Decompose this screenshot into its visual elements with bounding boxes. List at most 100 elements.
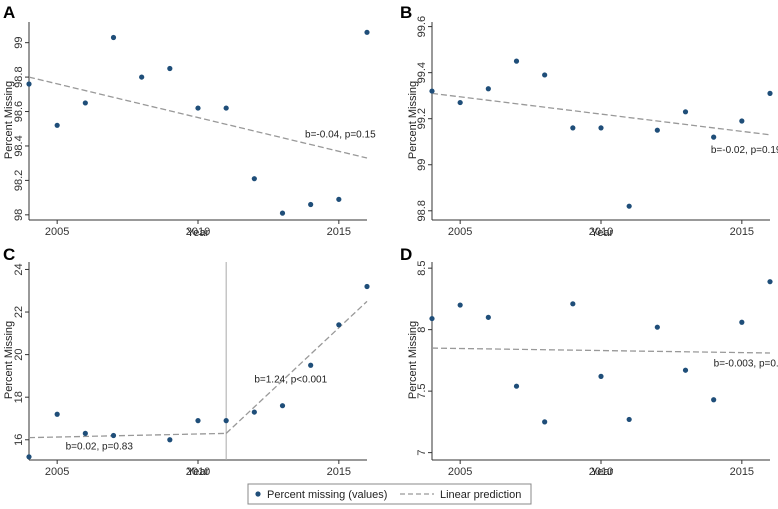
data-point-b (711, 134, 717, 140)
legend-box (247, 483, 532, 505)
data-point-b (457, 99, 463, 106)
panel-c: C Year Percent Missing 2005 2010 2015 16 18 2… (3, 245, 370, 478)
y-tick-label-b: 99.2 (416, 108, 428, 129)
data-point-a (26, 81, 32, 87)
data-point-b (542, 72, 548, 78)
panel-letter-b: B (400, 3, 412, 22)
data-point-a (82, 100, 88, 106)
data-point-c (167, 437, 173, 443)
y-tick-label-d: 7.5 (416, 383, 428, 398)
y-tick-label-b: 99.6 (416, 16, 428, 37)
y-tick-label-b: 99 (416, 159, 428, 171)
annotation-c: b=1.24, p<0.001 (254, 374, 327, 385)
data-point-d (542, 419, 548, 425)
x-axis-title-d: Year (591, 466, 614, 478)
x-tick-label-c: 2010 (186, 466, 210, 478)
data-point-c (364, 283, 370, 290)
x-tick-label-b: 2015 (730, 226, 754, 238)
data-point-d (767, 279, 773, 285)
annotation-b: b=-0.02, p=0.19 (711, 145, 778, 156)
data-point-a (223, 105, 229, 111)
data-point-b (654, 127, 660, 133)
data-point-a (195, 105, 201, 111)
data-point-b (429, 88, 435, 94)
y-tick-label-c: 18 (13, 391, 25, 403)
data-point-d (682, 367, 689, 373)
y-tick-label-b: 98.8 (416, 200, 428, 221)
data-point-a (279, 210, 286, 216)
y-axis-title-b: Percent Missing (407, 81, 419, 159)
data-point-c (82, 430, 88, 436)
y-tick-label-a: 98 (13, 209, 25, 221)
data-point-a (167, 65, 173, 72)
annotation-d: b=-0.003, p=0.91 (714, 359, 778, 370)
data-point-d (654, 324, 660, 330)
data-point-d (457, 302, 463, 308)
data-point-b (767, 90, 773, 96)
x-tick-label-a: 2005 (45, 226, 69, 238)
y-axis-title-a: Percent Missing (3, 81, 15, 159)
prediction-line-a (28, 76, 368, 159)
legend-point-marker (255, 491, 261, 497)
data-point-b (485, 86, 491, 92)
data-point-c (26, 454, 32, 460)
data-point-d (598, 373, 604, 379)
x-tick-label-c: 2005 (45, 466, 69, 478)
data-point-a (139, 74, 145, 80)
legend: Percent missing (values) Linear predicti… (247, 483, 532, 505)
x-axis-title-c: Year (187, 466, 210, 478)
x-tick-label-d: 2015 (730, 466, 754, 478)
data-point-b (598, 125, 604, 131)
data-point-a (336, 196, 342, 202)
x-tick-label-d: 2010 (589, 466, 613, 478)
data-point-b (739, 118, 745, 124)
x-tick-label-d: 2005 (448, 466, 472, 478)
y-axis-title-d: Percent Missing (407, 321, 419, 399)
data-point-a (251, 176, 257, 182)
data-point-b (570, 125, 576, 131)
data-point-d (429, 315, 435, 322)
data-point-d (570, 301, 576, 307)
data-point-c (251, 409, 257, 415)
data-point-c (54, 411, 60, 417)
data-point-c (195, 418, 201, 424)
data-point-a (110, 34, 117, 41)
prediction-line-b (431, 92, 771, 136)
panel-b: B Year Percent Missing 2005 2010 2015 98.8 9… (400, 3, 778, 239)
prediction-line-c (225, 300, 368, 434)
data-point-b (513, 58, 520, 64)
data-point-a (308, 201, 314, 208)
legend-line-label: Linear prediction (440, 489, 521, 501)
y-tick-label-c: 24 (13, 263, 25, 275)
data-point-d (626, 416, 632, 423)
data-point-d (711, 397, 717, 403)
data-point-c (279, 403, 286, 409)
legend-points-label: Percent missing (values) (267, 489, 387, 501)
y-tick-label-d: 8 (416, 327, 428, 333)
data-point-b (626, 203, 632, 209)
panel-letter-a: A (3, 3, 15, 22)
y-tick-label-a: 98.6 (13, 101, 25, 122)
panel-letter-d: D (400, 245, 412, 264)
y-tick-label-d: 7 (416, 450, 428, 456)
y-tick-label-a: 98.8 (13, 66, 25, 87)
y-tick-label-c: 22 (13, 306, 25, 318)
panel-letter-c: C (3, 245, 15, 264)
y-axis-title-c: Percent Missing (3, 321, 15, 399)
x-tick-label-a: 2015 (327, 226, 351, 238)
data-point-d (739, 319, 745, 325)
annotation-c: b=0.02, p=0.83 (66, 441, 134, 452)
prediction-line-d (431, 347, 771, 354)
y-tick-label-b: 99.4 (416, 62, 428, 83)
x-tick-label-b: 2010 (589, 226, 613, 238)
x-axis-title-a: Year (187, 227, 210, 239)
x-tick-label-a: 2010 (186, 226, 210, 238)
annotation-a: b=-0.04, p=0.15 (305, 129, 376, 140)
data-point-c (223, 418, 229, 424)
data-point-d (513, 383, 520, 389)
data-point-a (364, 29, 370, 35)
data-point-b (682, 109, 689, 115)
panel-d: D Year Percent Missing 2005 2010 2015 7 7.5 8… (400, 245, 778, 478)
y-tick-label-a: 98.4 (13, 135, 25, 156)
